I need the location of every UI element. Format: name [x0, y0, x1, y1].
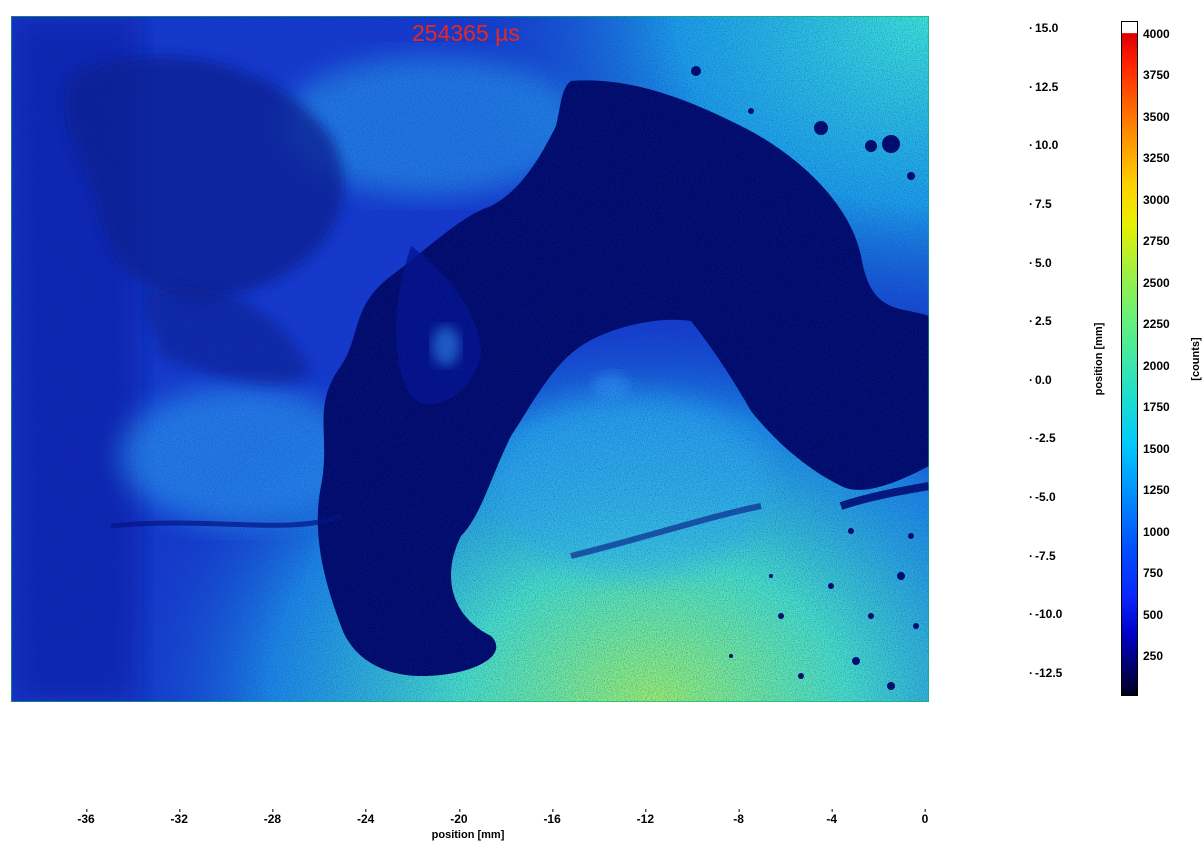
grain-texture [11, 16, 929, 702]
colorbar-tick-label: 1750 [1143, 400, 1170, 415]
colorbar-tick-label: 1250 [1143, 483, 1170, 498]
colorbar-label: [counts] [1190, 337, 1202, 381]
colorbar-tick-label: 1500 [1143, 441, 1170, 456]
y-tick-label: -7.5 [1029, 549, 1056, 563]
colorbar-tick-label: 3000 [1143, 192, 1170, 207]
x-tick-label: -8 [733, 809, 744, 826]
x-tick-label: -24 [356, 809, 375, 826]
colorbar-tick-label: 4000 [1143, 27, 1170, 41]
x-tick-label: -20 [450, 809, 468, 826]
y-tick-label: 12.5 [1029, 80, 1058, 94]
x-tick-label: -32 [170, 809, 188, 826]
colorbar-tick-label: 500 [1143, 607, 1164, 622]
colorbar-tick-label: 750 [1143, 566, 1164, 581]
x-tick-label: -12 [636, 809, 654, 826]
y-tick-label: -2.5 [1029, 431, 1056, 445]
y-tick-label: -10.0 [1029, 607, 1062, 621]
colorbar-tick-label: 250 [1143, 649, 1164, 663]
colorbar-tick-label: 3250 [1143, 151, 1170, 166]
y-tick-label: 15.0 [1029, 21, 1058, 35]
x-tick-label: -36 [77, 809, 95, 826]
colorbar-tick-label: 3500 [1143, 109, 1170, 124]
colorbar-tick-label: 2500 [1143, 275, 1170, 290]
timestamp-overlay: 254365 µs [412, 20, 520, 46]
x-tick-label: -16 [543, 809, 561, 826]
colorbar-tick-label: 3750 [1143, 68, 1170, 83]
colorbar-tick-label: 2750 [1143, 234, 1170, 249]
colorbar-tick-label: 1000 [1143, 524, 1170, 539]
heatmap-svg [11, 16, 929, 702]
x-tick-label: -4 [826, 809, 838, 826]
x-axis-label: position [mm] [431, 829, 505, 841]
colorbar [1121, 21, 1138, 696]
heatmap-image [11, 16, 929, 702]
colorbar-tick-label: 2250 [1143, 317, 1170, 332]
colorbar-tick-label: 2000 [1143, 358, 1170, 373]
y-axis-label: position [mm] [1093, 322, 1105, 396]
y-tick-label: -5.0 [1029, 490, 1056, 504]
y-tick-label: 2.5 [1029, 314, 1052, 328]
y-tick-label: 7.5 [1029, 197, 1052, 211]
x-tick-label: 0 [921, 809, 929, 826]
plot-border [11, 16, 929, 702]
y-tick-label: 5.0 [1029, 256, 1052, 270]
x-tick-label: -28 [263, 809, 282, 826]
y-tick-label: 10.0 [1029, 138, 1058, 152]
y-tick-label: 0.0 [1029, 373, 1052, 387]
y-tick-label: -12.5 [1029, 666, 1062, 680]
